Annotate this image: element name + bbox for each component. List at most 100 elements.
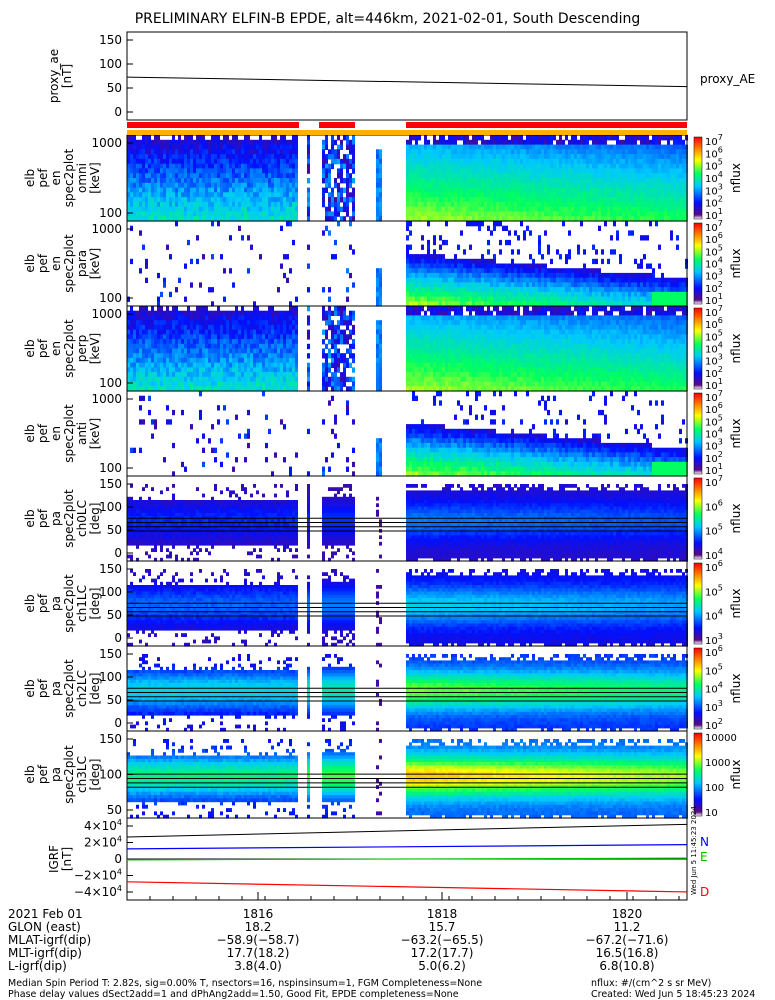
ylabel-pa_ch3: elb [23, 765, 37, 783]
ytick-label: 0 [114, 716, 122, 730]
colorbar [693, 477, 703, 560]
ylabel-en_spec_perp: pef [36, 338, 50, 358]
colorbar-label: nflux [729, 589, 743, 619]
ytick-label: 100 [99, 291, 122, 305]
ylabel-en_spec_anti: [keV] [88, 418, 102, 449]
xtick-label-mlat: −58.9(−58.7) [217, 933, 300, 947]
xtick-label-glon: 18.2 [245, 920, 272, 934]
colorbar-tick-label: 102 [705, 195, 723, 210]
colorbar-label: nflux [729, 760, 743, 790]
colorbar-label: nflux [729, 163, 743, 193]
ylabel-en_spec_omni: spec2plot [62, 148, 76, 207]
colorbar-tick-label: 106 [705, 231, 723, 246]
status-bar-red [319, 122, 355, 128]
colorbar-tick-label: 105 [705, 583, 723, 598]
energy-spectrogram-2 [127, 221, 688, 307]
ylabel-proxy_ae: [nT] [60, 64, 74, 88]
colorbar-tick-label: 10 [705, 808, 718, 819]
colorbar-tick-label: 104 [705, 341, 723, 356]
ylabel-pa_ch2: pef [36, 678, 50, 698]
ytick-label: −4×104 [74, 884, 122, 899]
colorbar [693, 647, 703, 730]
xaxis-row-label: MLAT-igrf(dip) [8, 933, 91, 947]
colorbar-tick-label: 105 [705, 243, 723, 258]
ylabel-en_spec_para: en [49, 256, 63, 271]
ylabel-pa_ch0: elb [23, 509, 37, 527]
ytick-label: 4×104 [84, 818, 122, 833]
colorbar-tick-label: 102 [705, 280, 723, 295]
ylabel-pa_ch2: [deg] [88, 673, 102, 705]
xtick-label-time: 1818 [427, 907, 458, 921]
ytick-label: 100 [99, 461, 122, 475]
pitch-angle-spectrogram-7 [127, 654, 688, 732]
ylabel-en_spec_anti: anti [75, 422, 89, 445]
ylabel-pa_ch0: ch0LC [75, 500, 89, 537]
ylabel-pa_ch1: ch1LC [75, 585, 89, 622]
ylabel-pa_ch2: elb [23, 679, 37, 697]
ytick-label: 1000 [91, 222, 122, 236]
energy-spectrogram-1 [127, 135, 688, 222]
colorbar-tick-label: 102 [705, 717, 723, 732]
ylabel-en_spec_omni: en [49, 171, 63, 186]
ytick-label: −2×104 [74, 868, 122, 883]
ytick-label: 0 [114, 546, 122, 560]
figure-title: PRELIMINARY ELFIN-B EPDE, alt=446km, 202… [0, 11, 775, 27]
ytick-label: 0 [114, 852, 122, 866]
ylabel-pa_ch2: spec2plot [62, 659, 76, 718]
ylabel-en_spec_omni: elb [23, 169, 37, 187]
colorbar [693, 392, 703, 475]
ytick-label: 150 [99, 33, 122, 47]
colorbar-label: nflux [729, 419, 743, 449]
ylabel-en_spec_para: spec2plot [62, 234, 76, 293]
colorbar-tick-label: 104 [705, 681, 723, 696]
colorbar-tick-label: 107 [705, 304, 723, 319]
side-timestamp: Wed Jun 5 11:45:23 2024 [690, 806, 698, 895]
ylabel-en_spec_para: [keV] [88, 248, 102, 279]
ylabel-en_spec_anti: elb [23, 424, 37, 442]
xtick-label-l: 6.8(10.8) [599, 959, 654, 973]
colorbar-tick-label: 101 [705, 292, 723, 307]
colorbar-tick-label: 106 [705, 316, 723, 331]
ylabel-pa_ch3: ch3LC [75, 756, 89, 793]
xtick-label-mlt: 17.2(17.7) [411, 946, 474, 960]
colorbar [693, 307, 703, 390]
colorbar-tick-label: 106 [705, 644, 723, 659]
ylabel-pa_ch3: [deg] [88, 759, 102, 791]
colorbar [693, 562, 703, 645]
xtick-label-time: 1816 [243, 907, 274, 921]
colorbar-tick-label: 1000 [705, 758, 730, 769]
colorbar-tick-label: 107 [705, 219, 723, 234]
ylabel-pa_ch1: spec2plot [62, 574, 76, 633]
igrf-E-line [126, 857, 688, 861]
energy-spectrogram-4 [130, 391, 688, 477]
ylabel-pa_ch3: pa [49, 767, 63, 782]
ytick-label: 1000 [91, 307, 122, 321]
igrf-D-line [126, 881, 688, 893]
proxy-ae-line [126, 76, 688, 88]
energy-spectrogram-3 [127, 306, 688, 392]
colorbar-tick-label: 105 [705, 662, 723, 677]
ylabel-en_spec_omni: [keV] [88, 162, 102, 193]
colorbar-tick-label: 104 [705, 426, 723, 441]
ytick-label: 2×104 [84, 835, 122, 850]
ytick-label: 150 [99, 562, 122, 576]
xtick-label-glon: 15.7 [429, 920, 456, 934]
ylabel-en_spec_anti: spec2plot [62, 404, 76, 463]
ylabel-pa_ch1: pa [49, 596, 63, 611]
colorbar-tick-label: 105 [705, 413, 723, 428]
ylabel-pa_ch2: pa [49, 681, 63, 696]
ytick-label: 150 [99, 732, 122, 746]
ytick-label: 1000 [91, 136, 122, 150]
ytick-label: 150 [99, 647, 122, 661]
status-bar-orange [127, 130, 687, 135]
colorbar-label: nflux [729, 249, 743, 279]
colorbar [693, 136, 703, 220]
colorbar-tick-label: 10000 [705, 733, 737, 744]
pitch-angle-spectrogram-6 [127, 569, 688, 647]
ylabel-proxy_ae: proxy_ae [47, 49, 61, 103]
ytick-label: 0 [114, 631, 122, 645]
xaxis-row-label: GLON (east) [8, 920, 81, 934]
colorbar [693, 732, 703, 817]
ylabel-pa_ch2: ch2LC [75, 670, 89, 707]
ylabel-pa_ch1: elb [23, 594, 37, 612]
